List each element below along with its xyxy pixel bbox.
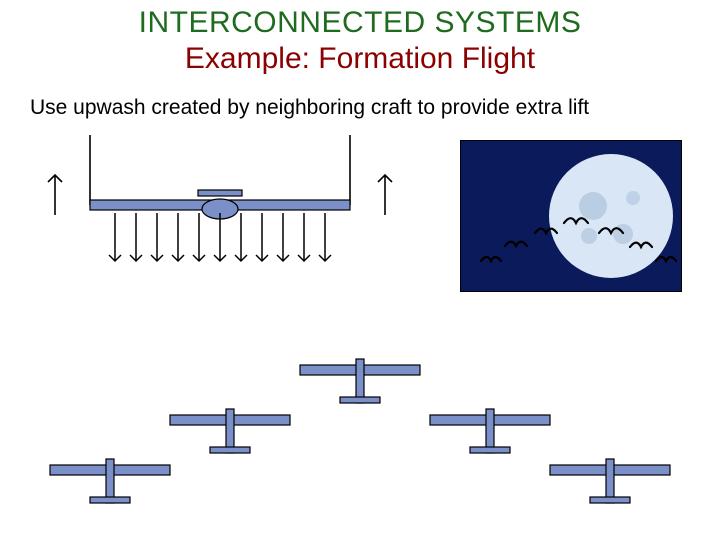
title-line-2: Example: Formation Flight (0, 42, 720, 76)
formation-diagram (20, 330, 700, 520)
title-line-1: INTERCONNECTED SYSTEMS (0, 6, 720, 40)
subtitle-text: Use upwash created by neighboring craft … (30, 96, 690, 120)
moon-birds-photo (460, 140, 682, 292)
slide: INTERCONNECTED SYSTEMS Example: Formatio… (0, 0, 720, 540)
upwash-diagram (20, 135, 420, 275)
